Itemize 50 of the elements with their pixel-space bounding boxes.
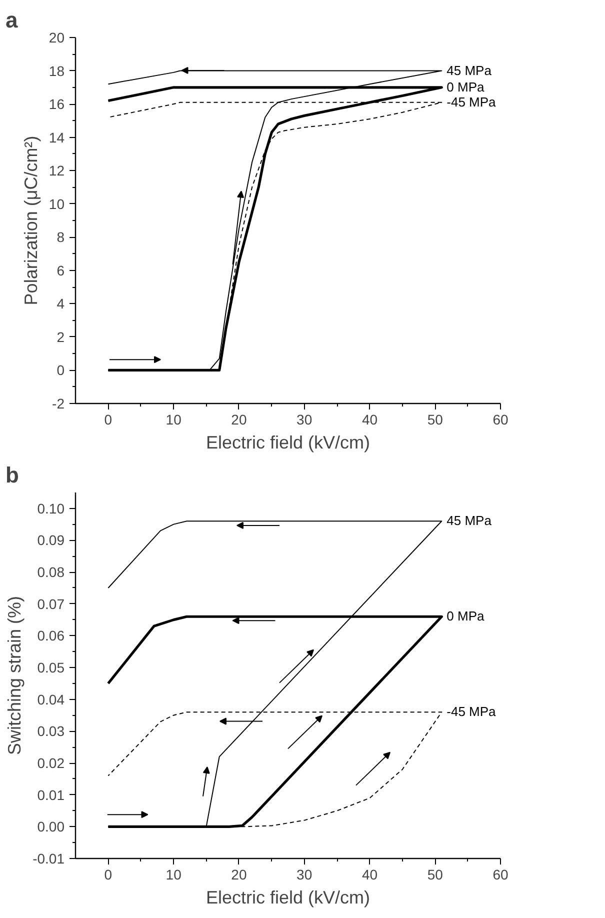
x-tick-label: 10	[166, 866, 182, 882]
series-label: -45 MPa	[446, 94, 497, 110]
y-tick-label: 14	[48, 129, 65, 146]
x-tick-label: 60	[492, 412, 508, 428]
y-tick-label: 16	[48, 96, 65, 112]
series-label: 45 MPa	[446, 513, 492, 528]
x-tick-label: 10	[166, 412, 182, 428]
y-tick-label: 0.03	[37, 723, 65, 740]
y-axis-title: Polarization (μC/cm²)	[20, 136, 41, 306]
x-tick-label: 0	[104, 866, 112, 882]
y-tick-label: 8	[56, 229, 65, 246]
x-axis-title: Electric field (kV/cm)	[206, 432, 370, 452]
y-tick-label: 4	[56, 296, 65, 312]
y-tick-label: 20	[48, 30, 65, 46]
x-tick-label: 40	[362, 412, 378, 428]
y-tick-label: 0.02	[37, 755, 65, 772]
y-tick-label: 18	[48, 62, 65, 79]
y-tick-label: 0.05	[37, 660, 65, 676]
y-tick-label: 0.06	[37, 628, 65, 644]
chart-title: a	[6, 8, 18, 32]
x-axis-title: Electric field (kV/cm)	[206, 888, 370, 908]
x-tick-label: 30	[296, 412, 312, 428]
y-tick-label: 0.04	[37, 691, 65, 708]
y-tick-label: 12	[48, 162, 65, 179]
y-tick-label: 0.10	[37, 500, 65, 516]
x-tick-label: 50	[427, 412, 444, 428]
series-label: 0 MPa	[446, 608, 485, 624]
y-tick-label: 0.01	[37, 786, 65, 803]
x-tick-label: 20	[231, 866, 247, 882]
y-tick-label: 6	[56, 262, 65, 278]
y-tick-label: 0.09	[37, 532, 65, 548]
y-tick-label: 0.08	[37, 564, 65, 580]
x-tick-label: 0	[104, 412, 112, 428]
y-tick-label: -0.01	[32, 850, 65, 866]
series-label: -45 MPa	[446, 704, 497, 720]
y-axis-title: Switching strain (%)	[4, 596, 25, 756]
y-tick-label: 0	[56, 362, 65, 378]
x-tick-label: 50	[427, 866, 444, 882]
x-tick-label: 40	[362, 866, 378, 882]
x-tick-label: 30	[296, 866, 312, 882]
y-tick-label: -2	[52, 396, 65, 412]
y-tick-label: 0.00	[37, 818, 65, 835]
x-tick-label: 60	[492, 866, 508, 882]
y-tick-label: 0.07	[37, 596, 65, 612]
x-tick-label: 20	[231, 412, 247, 428]
chart-title: b	[6, 462, 19, 488]
y-tick-label: 2	[56, 328, 65, 345]
y-tick-label: 10	[48, 196, 65, 212]
series-label: 45 MPa	[446, 62, 492, 78]
series-label: 0 MPa	[446, 79, 485, 94]
